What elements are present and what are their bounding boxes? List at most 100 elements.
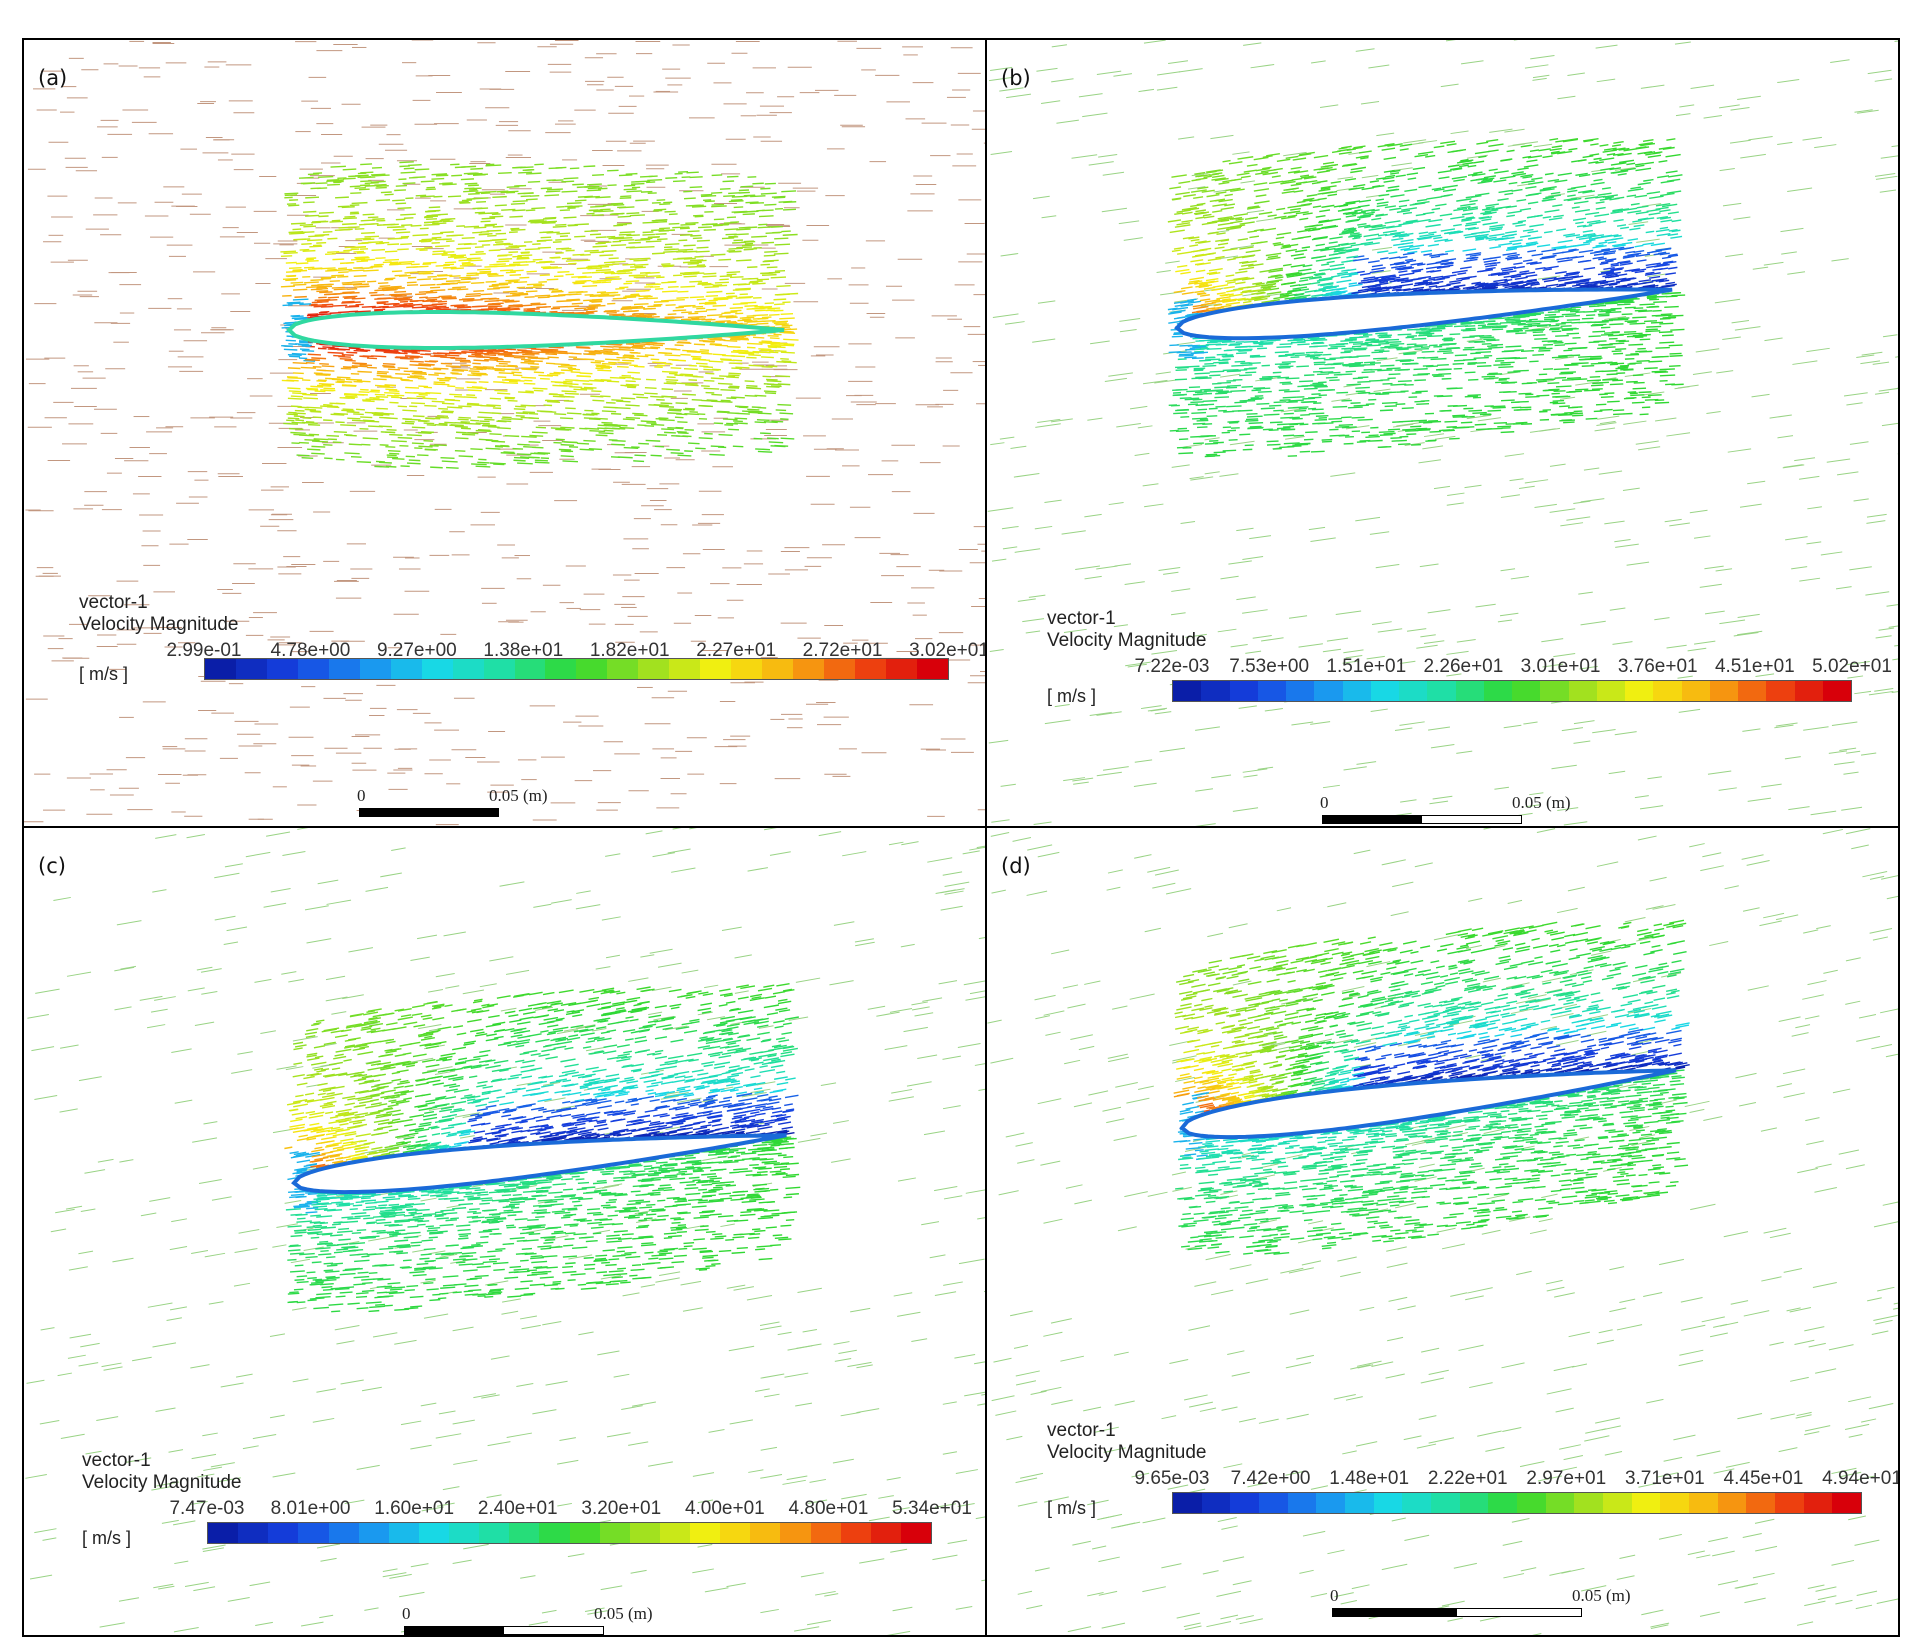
colorbar-cell: [298, 1523, 329, 1543]
color-legend: vector-1 Velocity Magnitude 7.22e-03 7.53e…: [1047, 608, 1898, 738]
legend-title: vector-1: [1047, 1420, 1116, 1441]
scale-distance-label: 0.05 (m): [1572, 1586, 1631, 1605]
colorbar-cell: [1455, 681, 1484, 701]
colorbar-cell: [1399, 681, 1428, 701]
legend-tick-label: 9.27e+00: [376, 640, 457, 661]
legend-tick-label: 4.45e+01: [1723, 1468, 1804, 1489]
legend-tick-label: 1.51e+01: [1326, 656, 1407, 677]
panel-label: (d): [1001, 854, 1031, 878]
legend-tick-label: 4.51e+01: [1714, 656, 1795, 677]
colorbar-cell: [638, 659, 670, 679]
colorbar-cell: [1766, 681, 1795, 701]
colorbar-cell: [1653, 681, 1682, 701]
colorbar-cell: [1201, 1493, 1231, 1513]
colorbar-cell: [205, 659, 236, 679]
vector-field-b: [987, 40, 1898, 826]
legend-tick-label: 2.99e-01: [166, 640, 242, 661]
colorbar-cell: [452, 659, 484, 679]
vector-field-c: [25, 828, 986, 1635]
colorbar-cell: [1775, 1493, 1804, 1513]
colorbar-cell: [1229, 681, 1258, 701]
colorbar-cell: [1431, 1493, 1460, 1513]
vector-field-d: [987, 828, 1898, 1635]
legend-tick-label: 2.22e+01: [1427, 1468, 1508, 1489]
colorbar-cell: [1832, 1493, 1862, 1513]
legend-tick-label: 5.02e+01: [1812, 656, 1892, 677]
airfoil: [1174, 287, 1673, 341]
colorbar-cell: [720, 1523, 751, 1543]
colorbar-cell: [659, 1523, 690, 1543]
colorbar-cell: [1660, 1493, 1690, 1513]
colorbar-cell: [1689, 1493, 1718, 1513]
panel-d: (d) vector-1 Velocity Magnitude 9.65e-03 7…: [985, 826, 1900, 1637]
scale-zero-label: 0: [1320, 793, 1329, 812]
velocity-vectors: [280, 161, 799, 469]
legend-title: vector-1: [82, 1450, 151, 1471]
panel-label: (a): [38, 66, 68, 90]
legend-tick-label: 3.20e+01: [581, 1498, 662, 1519]
legend-tick-label: 1.48e+01: [1329, 1468, 1410, 1489]
colorbar-cell: [1345, 1493, 1374, 1513]
colorbar-cell: [1314, 681, 1343, 701]
colorbar-cell: [1173, 681, 1202, 701]
colorbar-cell: [810, 1523, 841, 1543]
legend-units: [ m/s ]: [1047, 1498, 1096, 1518]
colorbar-cell: [840, 1523, 871, 1543]
legend-tick-label: 9.65e-03: [1134, 1468, 1210, 1489]
legend-tick-label: 4.80e+01: [788, 1498, 869, 1519]
colorbar: [207, 1522, 932, 1544]
colorbar-cell: [700, 659, 732, 679]
colorbar-cell: [1287, 1493, 1317, 1513]
colorbar-cell: [569, 1523, 600, 1543]
scale-distance-label: 0.05 (m): [594, 1604, 653, 1623]
colorbar-cell: [1596, 681, 1625, 701]
colorbar-cell: [238, 1523, 269, 1543]
colorbar-cell: [483, 659, 515, 679]
colorbar-cell: [509, 1523, 540, 1543]
colorbar-cell: [1568, 681, 1597, 701]
colorbar-cell: [449, 1523, 480, 1543]
colorbar-cell: [1259, 1493, 1288, 1513]
legend-variable: Velocity Magnitude: [82, 1472, 242, 1493]
panel-label: (c): [38, 854, 66, 878]
colorbar-cell: [1517, 1493, 1546, 1513]
scale-bar: 0 0.05 (m): [357, 786, 579, 826]
colorbar-cell: [1574, 1493, 1604, 1513]
legend-tick-label: 2.72e+01: [802, 640, 883, 661]
legend-ticks: 7.22e-03 7.53e+00 1.51e+01 2.26e+01 3.01e+01…: [1047, 656, 1898, 678]
color-legend: vector-1 Velocity Magnitude 9.65e-03 7.42e…: [1047, 1420, 1900, 1550]
velocity-vectors: [284, 982, 801, 1313]
colorbar-cell: [1545, 1493, 1575, 1513]
colorbar-cell: [1794, 681, 1823, 701]
legend-tick-label: 1.82e+01: [589, 640, 670, 661]
colorbar-cell: [916, 659, 948, 679]
colorbar-cell: [731, 659, 763, 679]
colorbar-cell: [793, 659, 825, 679]
colorbar-cell: [1738, 681, 1767, 701]
colorbar-cell: [576, 659, 608, 679]
colorbar-cell: [1625, 681, 1654, 701]
colorbar-cell: [885, 659, 917, 679]
colorbar-cell: [1316, 1493, 1346, 1513]
colorbar-cell: [669, 659, 701, 679]
legend-tick-label: 4.94e+01: [1822, 1468, 1900, 1489]
colorbar-cell: [479, 1523, 510, 1543]
colorbar-cell: [358, 1523, 389, 1543]
velocity-vectors: [1167, 137, 1686, 458]
colorbar-cell: [1746, 1493, 1776, 1513]
legend-variable: Velocity Magnitude: [1047, 1442, 1207, 1463]
colorbar-cell: [545, 659, 577, 679]
colorbar-cell: [1402, 1493, 1432, 1513]
colorbar-cell: [421, 659, 453, 679]
legend-tick-label: 3.01e+01: [1520, 656, 1601, 677]
scale-bar: 0 0.05 (m): [1320, 793, 1602, 826]
colorbar-cell: [1173, 1493, 1202, 1513]
color-legend: vector-1 Velocity Magnitude 7.47e-03 8.01e…: [82, 1450, 982, 1580]
colorbar-cell: [268, 1523, 299, 1543]
panel-c: (c) vector-1 Velocity Magnitude 7.47e-03 8…: [22, 826, 988, 1637]
panel-label: (b): [1001, 66, 1031, 90]
legend-units: [ m/s ]: [1047, 686, 1096, 706]
legend-ticks: 7.47e-03 8.01e+00 1.60e+01 2.40e+01 3.20e+01…: [82, 1498, 982, 1520]
colorbar-cell: [297, 659, 329, 679]
colorbar-cell: [1373, 1493, 1403, 1513]
